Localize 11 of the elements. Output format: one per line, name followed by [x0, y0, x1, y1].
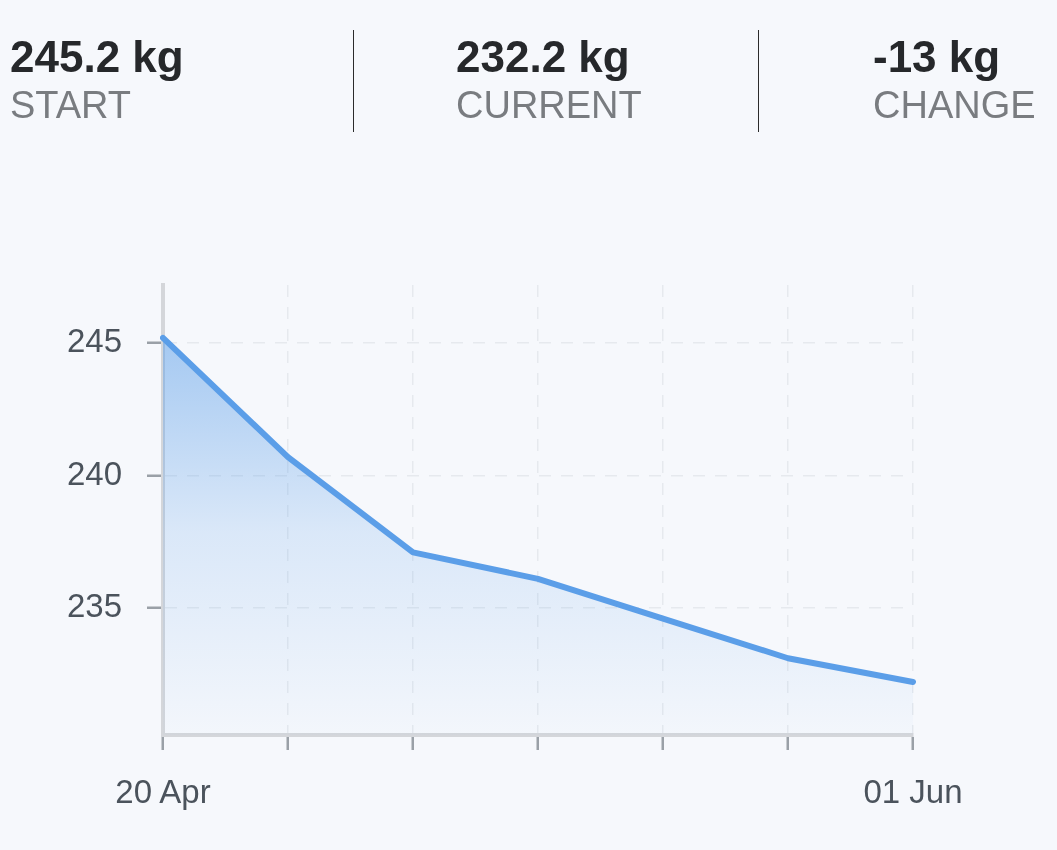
text: -13 kg — [873, 32, 1002, 82]
y-tick-label: 235 — [66, 587, 122, 625]
y-tick-label: 240 — [66, 454, 122, 492]
text: 232.2 kg — [456, 32, 631, 82]
x-tick-label: 20 Apr — [115, 772, 211, 810]
text: START — [10, 83, 133, 128]
text: 245.2 kg — [10, 32, 184, 82]
x-tick-label: 01 Jun — [863, 772, 963, 810]
text: CURRENT — [456, 83, 642, 128]
y-tick-label: 245 — [66, 322, 122, 360]
text: CHANGE — [873, 83, 1036, 128]
